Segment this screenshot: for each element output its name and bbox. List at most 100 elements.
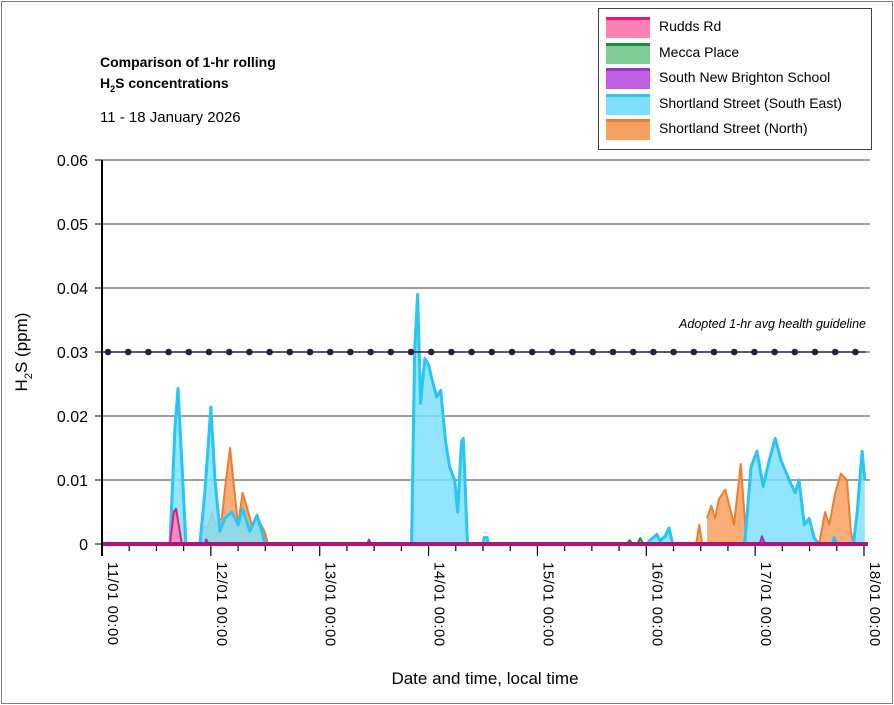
guideline-marker: [650, 348, 657, 356]
legend-label: Shortland Street (South East): [659, 94, 842, 111]
guideline-marker: [286, 348, 294, 356]
legend-swatch: [606, 42, 650, 64]
guideline-marker: [306, 348, 314, 356]
series-area: [707, 464, 747, 544]
guideline-marker: [528, 348, 536, 356]
legend-swatch-line: [606, 42, 650, 46]
series-line: [169, 507, 183, 545]
guideline-marker: [710, 348, 718, 356]
guideline-marker: [367, 348, 374, 356]
y-tick-label: 0.02: [57, 409, 88, 426]
y-axis-label: H2S (ppm): [12, 313, 35, 392]
legend-swatch-line: [606, 119, 650, 122]
guideline-marker: [165, 348, 172, 356]
guideline-marker: [751, 348, 758, 356]
series-line: [168, 387, 188, 545]
series-line: [830, 536, 839, 545]
series-line: [851, 449, 867, 545]
series-line: [695, 523, 704, 545]
y-tick-label: 0: [79, 537, 88, 554]
guideline-marker: [690, 348, 698, 356]
x-tick-label: 14/01 00:00: [431, 562, 448, 647]
title-line-1: Comparison of 1-hr rolling: [100, 54, 276, 70]
series-line: [706, 463, 748, 545]
legend-swatch: [606, 119, 650, 140]
x-axis-label: Date and time, local time: [391, 669, 578, 688]
legend-label: Mecca Place: [659, 43, 740, 60]
series-rudds-rd: [169, 507, 183, 545]
guideline-marker: [124, 348, 132, 356]
series-line: [743, 436, 820, 545]
series-line: [645, 526, 675, 546]
legend: Rudds Rd Mecca Place South New Brighton Sc…: [598, 8, 872, 150]
guideline-marker: [145, 348, 152, 356]
guideline-marker: [569, 348, 576, 356]
series-line: [410, 292, 469, 545]
guideline-marker: [185, 348, 193, 356]
guideline-marker: [811, 348, 819, 356]
legend-item: Shortland Street (South East): [606, 91, 868, 115]
series-line: [758, 535, 766, 545]
guideline-marker: [387, 348, 395, 356]
y-tick-label: 0.03: [57, 345, 88, 362]
legend-label: Shortland Street (North): [659, 120, 808, 136]
guideline-marker: [266, 348, 273, 356]
series-area: [170, 508, 182, 544]
guideline-marker: [609, 348, 617, 356]
series-area: [646, 528, 673, 544]
guideline-marker: [771, 348, 778, 356]
series-line: [818, 472, 855, 545]
series-line: [198, 405, 267, 545]
guideline-marker: [427, 348, 435, 356]
guideline-marker: [549, 348, 556, 356]
guideline-marker: [468, 348, 475, 356]
guideline-marker: [225, 348, 233, 356]
guideline-marker: [852, 348, 859, 356]
guideline-marker: [326, 348, 334, 356]
legend-item: Rudds Rd: [606, 14, 868, 38]
guideline-marker: [730, 348, 738, 356]
guideline-marker: [347, 348, 354, 356]
y-tick-label: 0.05: [57, 217, 88, 234]
legend-item: Shortland Street (North): [606, 116, 868, 140]
legend-swatch: [606, 17, 650, 38]
x-tick-label: 11/01 00:00: [104, 562, 121, 646]
x-tick-label: 16/01 00:00: [648, 562, 665, 647]
guideline-marker: [104, 348, 112, 356]
y-tick-label: 0.06: [57, 153, 88, 170]
series-line: [481, 536, 490, 545]
y-tick-label: 0.04: [57, 281, 88, 298]
series-shortland-street-south-east-: [168, 292, 867, 546]
series-area: [170, 388, 186, 544]
guideline-marker: [629, 348, 637, 356]
guideline-marker: [831, 348, 839, 356]
y-tick-label: 0.01: [57, 473, 88, 490]
x-tick-label: 15/01 00:00: [539, 562, 556, 647]
legend-swatch-line: [606, 93, 650, 97]
guideline-marker: [508, 348, 516, 356]
legend-item: Mecca Place: [606, 40, 868, 64]
legend-label: South New Brighton School: [659, 69, 831, 85]
legend-swatch: [606, 93, 650, 115]
legend-swatch-line: [606, 68, 650, 71]
chart-title: Comparison of 1-hr rolling H2S concentra…: [100, 52, 276, 100]
x-tick-label: 12/01 00:00: [213, 562, 230, 647]
guideline-marker: [791, 348, 799, 356]
guideline-marker: [205, 348, 213, 356]
x-tick-label: 18/01 00:00: [866, 562, 883, 647]
series-area: [199, 448, 268, 544]
legend-swatch-line: [606, 17, 650, 20]
chart-subtitle: 11 - 18 January 2026: [100, 109, 241, 126]
guideline-marker: [246, 348, 253, 356]
series-area: [199, 407, 265, 544]
series-area: [819, 473, 854, 544]
x-tick-label: 17/01 00:00: [757, 562, 774, 647]
legend-swatch: [606, 68, 650, 89]
legend-label: Rudds Rd: [659, 18, 722, 34]
guideline-marker: [448, 348, 455, 356]
legend-item: South New Brighton School: [606, 65, 868, 89]
guideline-marker: [670, 348, 677, 356]
x-tick-label: 13/01 00:00: [322, 562, 339, 647]
